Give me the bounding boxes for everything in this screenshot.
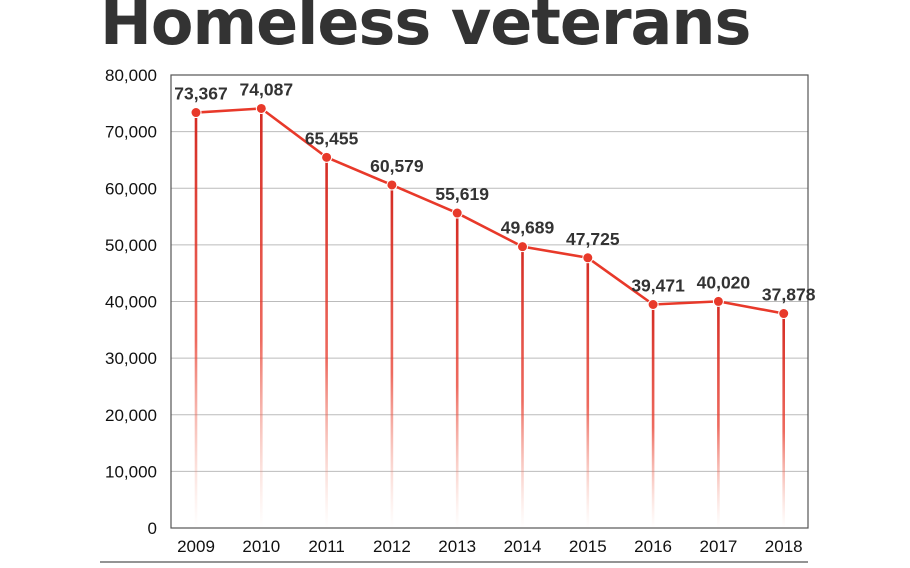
data-label: 73,367: [174, 84, 228, 104]
data-point: [255, 102, 267, 114]
x-tick-label: 2017: [699, 537, 737, 556]
gridlines: [171, 131, 808, 472]
drop-line: [521, 246, 524, 528]
data-label: 49,689: [501, 218, 555, 238]
y-tick-label: 0: [148, 519, 157, 538]
y-tick-label: 80,000: [105, 66, 157, 85]
plot-frame: [100, 74, 809, 563]
y-tick-label: 20,000: [105, 406, 157, 425]
data-point: [190, 107, 202, 119]
data-point: [778, 308, 790, 320]
x-tick-label: 2010: [242, 537, 280, 556]
y-tick-label: 60,000: [105, 179, 157, 198]
y-tick-label: 50,000: [105, 236, 157, 255]
drop-line: [260, 108, 263, 528]
data-point: [517, 241, 528, 253]
y-axis-ticks: 0 10,000 20,000 30,000 40,000 50,000 60,000 70,…: [105, 66, 157, 538]
x-tick-label: 2014: [504, 537, 542, 556]
drop-line: [782, 313, 785, 528]
y-tick-label: 10,000: [105, 462, 157, 481]
x-tick-label: 2015: [569, 537, 607, 556]
drop-line: [455, 213, 459, 528]
data-label: 74,087: [240, 79, 294, 99]
y-tick-label: 30,000: [105, 349, 157, 368]
drop-line: [194, 112, 198, 529]
data-label: 65,455: [305, 128, 359, 148]
data-label: 60,579: [370, 156, 424, 176]
data-label: 40,020: [697, 272, 751, 292]
data-point: [386, 179, 398, 191]
data-point: [712, 295, 724, 307]
x-tick-label: 2011: [308, 537, 345, 556]
drop-line: [390, 184, 394, 528]
data-label: 39,471: [631, 275, 685, 295]
data-point: [451, 207, 463, 219]
y-tick-label: 40,000: [105, 293, 157, 312]
x-tick-label: 2016: [634, 537, 672, 556]
data-point: [647, 298, 659, 310]
data-point: [321, 151, 333, 163]
x-tick-label: 2013: [438, 537, 476, 556]
drop-line: [717, 301, 720, 528]
series-polyline: [195, 107, 784, 315]
x-tick-label: 2012: [373, 537, 411, 556]
drop-line: [586, 257, 590, 528]
series-line: [195, 107, 784, 315]
data-point: [582, 252, 594, 264]
chart-title: Homeless veterans: [100, 0, 751, 59]
drop-line: [651, 304, 655, 528]
drop-line: [325, 157, 328, 528]
x-tick-label: 2018: [765, 537, 803, 556]
data-label: 37,878: [762, 285, 816, 305]
plot-border: [170, 74, 809, 529]
x-axis-ticks: 2009 2010 2011 2012 2013 2014 2015 2016 2017 2018: [177, 537, 803, 556]
data-label: 55,619: [435, 184, 489, 204]
drop-lines: [194, 108, 785, 529]
y-tick-label: 70,000: [105, 123, 157, 142]
x-tick-label: 2009: [177, 537, 215, 556]
data-label: 47,725: [566, 229, 620, 249]
data-labels: 73,367 74,087 65,455 60,579 55,619 49,689 47,7…: [174, 79, 815, 304]
data-points: [190, 102, 790, 320]
